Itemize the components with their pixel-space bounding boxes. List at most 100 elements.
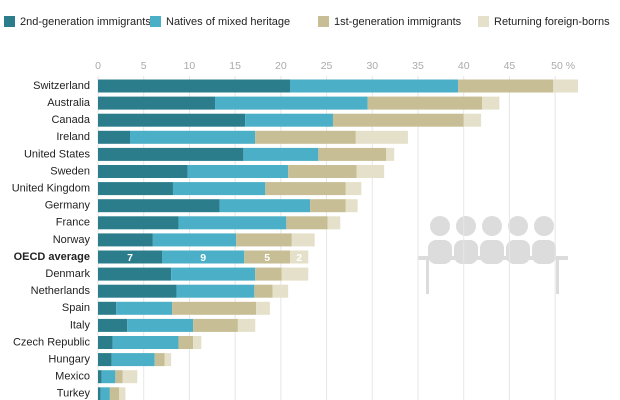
category-label: France <box>56 217 90 229</box>
bar-segment <box>345 182 362 196</box>
bar-segment <box>219 199 311 213</box>
bar-segment <box>119 387 126 400</box>
bar-segment <box>98 336 113 349</box>
category-label: Australia <box>47 97 91 109</box>
legend-label: 2nd-generation immigrants <box>20 16 151 28</box>
bar-segment <box>171 267 256 281</box>
people-icon <box>418 216 568 294</box>
category-label: United States <box>24 148 91 160</box>
bar-segment <box>193 318 238 332</box>
category-label: Spain <box>62 302 90 314</box>
bar-segment <box>98 182 173 196</box>
x-tick-label: 45 <box>504 60 516 72</box>
bar-segment <box>193 336 202 349</box>
bar-segment <box>98 370 102 384</box>
category-label: Italy <box>70 319 91 331</box>
bar-segment <box>109 387 120 400</box>
category-label: Denmark <box>45 268 90 280</box>
bar-segment <box>215 96 368 110</box>
bar-segment <box>244 250 290 264</box>
legend-swatch <box>4 16 15 27</box>
bar-segment <box>176 284 255 298</box>
bar-segment <box>463 113 482 127</box>
legend-swatch <box>478 16 489 27</box>
bar-segment <box>98 147 244 161</box>
bar-segment <box>154 353 165 367</box>
bar-segment <box>98 233 153 247</box>
legend-label: Natives of mixed heritage <box>166 16 290 28</box>
value-label: 9 <box>200 252 206 264</box>
bar-segment <box>98 267 172 281</box>
bar-segment <box>98 199 220 213</box>
bar-segment <box>310 199 346 213</box>
bar-segment <box>255 130 356 144</box>
bar-segment <box>98 318 128 332</box>
bar-segment <box>332 113 464 127</box>
bar-segment <box>255 267 282 281</box>
bar-segment <box>290 250 309 264</box>
value-label: 5 <box>264 252 270 264</box>
x-tick-label: 25 <box>321 60 333 72</box>
x-tick-label: 0 <box>95 60 101 72</box>
bar-segment <box>243 147 319 161</box>
bar-segment <box>98 216 179 230</box>
bar-segment <box>281 267 309 281</box>
bar-segment <box>265 182 346 196</box>
bar-segment <box>127 318 194 332</box>
bar-segment <box>116 301 173 315</box>
category-label: Turkey <box>57 388 91 400</box>
bar-segment <box>101 370 116 384</box>
x-tick-label: 35 <box>412 60 424 72</box>
category-label: OECD average <box>14 251 90 263</box>
category-label: United Kingdom <box>12 183 90 195</box>
bar-segment <box>237 318 256 332</box>
bar-segment <box>98 284 177 298</box>
category-label: Switzerland <box>33 80 90 92</box>
bar-segment <box>172 182 266 196</box>
category-label: Canada <box>51 114 90 126</box>
bar-segment <box>98 353 112 367</box>
bar-segment <box>355 130 408 144</box>
bar-segment <box>98 250 162 264</box>
category-label: Norway <box>53 234 91 246</box>
category-label: Mexico <box>55 371 90 383</box>
bar-segment <box>164 353 172 367</box>
legend-swatch <box>150 16 161 27</box>
category-label: Czech Republic <box>13 336 91 348</box>
bar-segment <box>256 301 270 315</box>
bar-segment <box>245 113 333 127</box>
legend-swatch <box>318 16 329 27</box>
bar-segment <box>356 165 385 178</box>
bar-segment <box>152 233 237 247</box>
legend-label: 1st-generation immigrants <box>334 16 462 28</box>
bar-segment <box>98 130 130 144</box>
bar-segment <box>112 336 179 349</box>
bar-segment <box>290 79 459 93</box>
bar-segment <box>327 216 341 230</box>
bar-segment <box>178 216 287 230</box>
bar-segment <box>111 353 155 367</box>
x-tick-label: 30 <box>366 60 378 72</box>
x-tick-label: 50 % <box>551 60 575 72</box>
bar-segment <box>482 96 500 110</box>
bar-segment <box>458 79 554 93</box>
bar-segment <box>115 370 123 384</box>
bar-segment <box>386 147 395 161</box>
bar-segment <box>291 233 315 247</box>
bar-segment <box>318 147 386 161</box>
bar-segment <box>178 336 194 349</box>
bar-segment <box>98 113 246 127</box>
x-tick-label: 10 <box>184 60 196 72</box>
category-label: Netherlands <box>31 285 91 297</box>
bar-segment <box>100 387 110 400</box>
bar-segment <box>254 284 273 298</box>
bar-segment <box>236 233 292 247</box>
bar-segment <box>130 130 256 144</box>
bar-segment <box>162 250 245 264</box>
bar-segment <box>553 79 578 93</box>
bar-segment <box>98 387 101 400</box>
x-tick-label: 5 <box>141 60 147 72</box>
bar-segment <box>286 216 328 230</box>
bar-segment <box>98 165 188 178</box>
